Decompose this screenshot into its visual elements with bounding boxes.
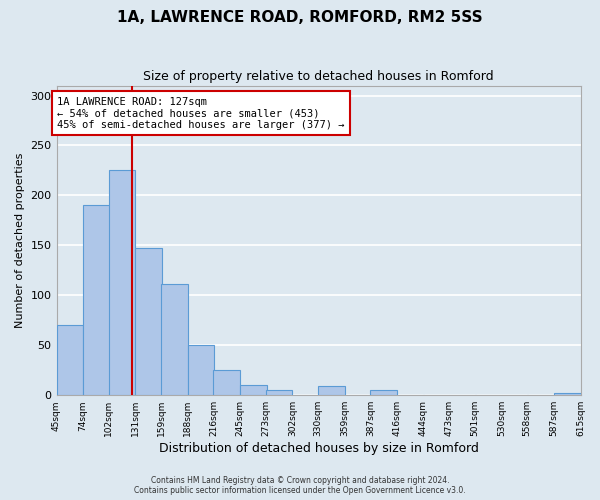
Text: Contains HM Land Registry data © Crown copyright and database right 2024.
Contai: Contains HM Land Registry data © Crown c… (134, 476, 466, 495)
Bar (214, 370, 240, 395)
Bar (161, 284, 188, 395)
Bar (318, 386, 344, 395)
Bar (83, 206, 110, 395)
Bar (188, 346, 214, 395)
Bar (56, 326, 83, 395)
Bar (266, 390, 292, 395)
Title: Size of property relative to detached houses in Romford: Size of property relative to detached ho… (143, 70, 494, 83)
Bar (554, 393, 581, 395)
Text: 1A, LAWRENCE ROAD, ROMFORD, RM2 5SS: 1A, LAWRENCE ROAD, ROMFORD, RM2 5SS (117, 10, 483, 25)
Bar (240, 385, 266, 395)
X-axis label: Distribution of detached houses by size in Romford: Distribution of detached houses by size … (158, 442, 478, 455)
Bar (136, 248, 162, 395)
Text: 1A LAWRENCE ROAD: 127sqm
← 54% of detached houses are smaller (453)
45% of semi-: 1A LAWRENCE ROAD: 127sqm ← 54% of detach… (58, 96, 345, 130)
Y-axis label: Number of detached properties: Number of detached properties (15, 152, 25, 328)
Bar (370, 390, 397, 395)
Bar (109, 170, 136, 395)
